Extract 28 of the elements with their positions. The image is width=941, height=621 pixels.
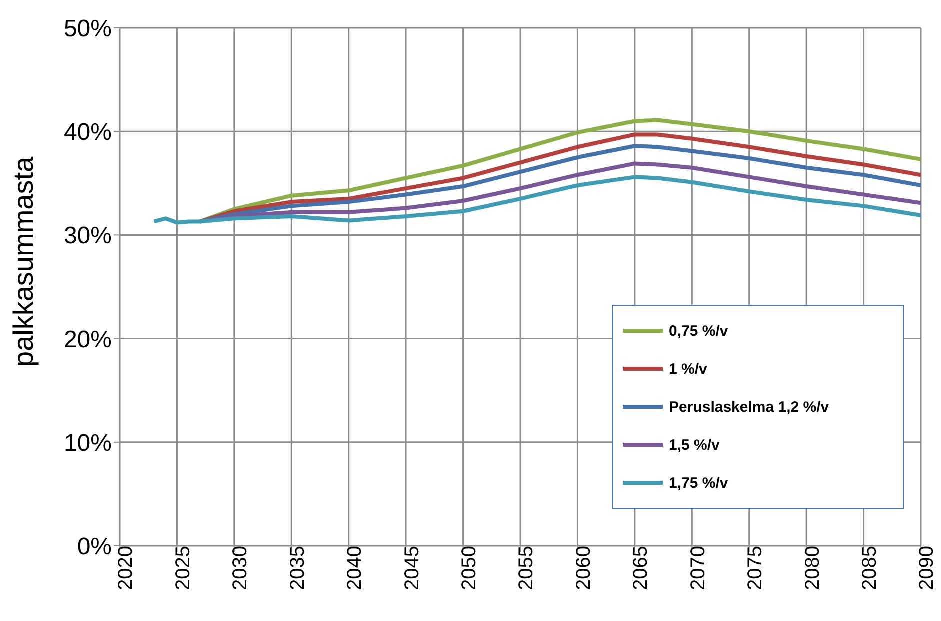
y-tick-label: 40% [64,119,112,146]
y-tick-label: 20% [64,326,112,354]
x-tick-label: 2030 [230,546,252,590]
x-tick-label: 2050 [458,546,480,590]
y-axis-title: palkkasummasta [8,156,39,367]
x-tick-label: 2040 [344,546,366,590]
x-tick-label: 2045 [401,546,424,590]
y-tick-label: 50% [64,16,112,43]
x-tick-label: 2075 [744,546,767,590]
legend-label: 1,75 %/v [669,474,728,492]
y-tick-label: 10% [64,430,112,457]
x-tick-label: 2020 [115,546,138,590]
y-tick-label: 0% [77,534,112,561]
x-tick-label: 2065 [630,546,652,590]
line-series [152,175,921,225]
x-tick-label: 2055 [516,546,538,590]
x-tick-label: 2025 [172,546,194,590]
legend-label: 1 %/v [669,360,708,378]
x-tick-label: 2080 [802,546,824,590]
x-tick-label: 2060 [572,546,595,590]
legend-label: 1,5 %/v [669,436,720,454]
x-tick-label: 2035 [286,546,309,590]
x-tick-label: 2085 [858,546,881,590]
legend-label: Peruslaskelma 1,2 %/v [669,398,830,416]
x-tick-label: 2070 [687,546,710,590]
y-tick-label: 30% [64,222,112,250]
legend-label: 0,75 %/v [669,322,728,340]
x-tick-label: 2090 [916,546,938,590]
